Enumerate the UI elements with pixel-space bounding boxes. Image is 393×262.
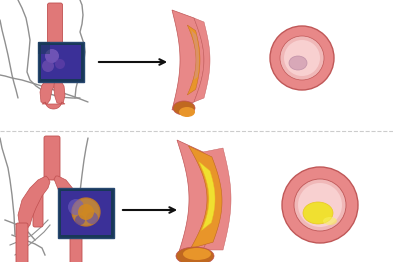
FancyBboxPatch shape [70,223,82,262]
Ellipse shape [289,56,307,70]
Circle shape [280,36,324,80]
Circle shape [282,167,358,243]
FancyBboxPatch shape [44,136,60,180]
FancyBboxPatch shape [38,42,50,54]
Circle shape [270,26,334,90]
Circle shape [75,215,85,225]
FancyBboxPatch shape [61,198,71,230]
Circle shape [86,212,98,224]
FancyBboxPatch shape [16,223,28,262]
Ellipse shape [306,206,330,222]
Circle shape [72,198,100,226]
Circle shape [45,49,59,63]
Polygon shape [188,146,222,249]
Circle shape [284,40,320,76]
Polygon shape [194,18,210,102]
FancyBboxPatch shape [46,48,64,80]
Polygon shape [54,176,82,230]
Polygon shape [203,148,231,250]
Polygon shape [191,30,199,80]
Circle shape [78,204,94,220]
Ellipse shape [176,247,214,262]
Polygon shape [42,102,65,109]
Circle shape [55,59,65,69]
FancyBboxPatch shape [38,42,84,82]
Circle shape [294,179,346,231]
Polygon shape [187,25,200,95]
Ellipse shape [179,107,195,117]
Circle shape [68,199,84,215]
FancyBboxPatch shape [33,193,43,227]
FancyBboxPatch shape [41,45,81,79]
Ellipse shape [173,101,195,115]
FancyBboxPatch shape [58,188,114,238]
Ellipse shape [303,202,333,224]
Ellipse shape [323,217,337,225]
Polygon shape [54,78,65,104]
FancyBboxPatch shape [61,191,111,235]
Ellipse shape [183,248,211,260]
FancyBboxPatch shape [48,3,62,57]
Polygon shape [18,176,50,230]
Circle shape [298,183,342,227]
Polygon shape [199,162,215,230]
Circle shape [42,60,54,72]
Polygon shape [172,10,204,110]
Polygon shape [177,140,217,258]
Polygon shape [40,78,56,104]
